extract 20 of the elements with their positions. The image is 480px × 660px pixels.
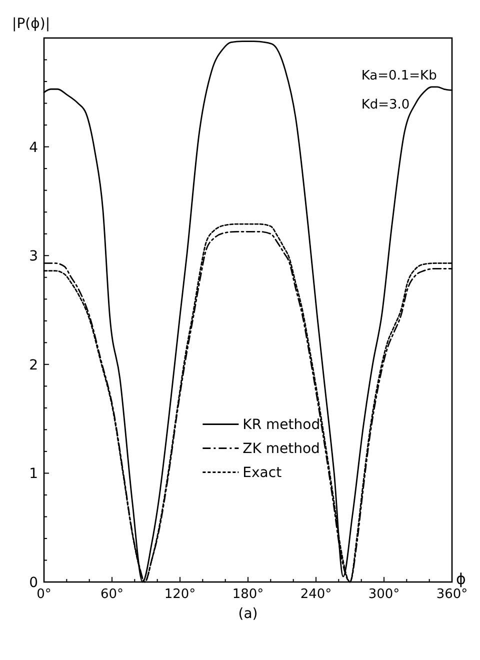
- x-tick-label: 240°: [300, 587, 332, 602]
- annotation: Kd=3.0: [361, 98, 410, 113]
- y-tick-label: 0: [29, 575, 38, 591]
- text: (a): [238, 606, 258, 622]
- x-tick-label: 120°: [164, 587, 196, 602]
- x-tick-label: 60°: [100, 587, 124, 602]
- y-tick-label: 1: [29, 466, 38, 482]
- x-tick-label: 300°: [368, 587, 400, 602]
- legend-label: Exact: [242, 465, 282, 482]
- x-tick-label: 180°: [232, 587, 264, 602]
- y-tick-label: 4: [29, 140, 38, 156]
- x-tick-label: 360°: [436, 587, 468, 602]
- x-axis-title: ϕ: [456, 570, 466, 588]
- legend-label: KR method: [242, 417, 320, 434]
- legend-label: ZK method: [242, 441, 320, 458]
- x-tick-label: 0°: [36, 587, 52, 602]
- annotation: Ka=0.1=Kb: [361, 68, 437, 84]
- y-axis-title: |P(ϕ)|: [12, 16, 50, 32]
- y-tick-label: 2: [29, 357, 38, 374]
- y-tick-label: 3: [29, 248, 38, 265]
